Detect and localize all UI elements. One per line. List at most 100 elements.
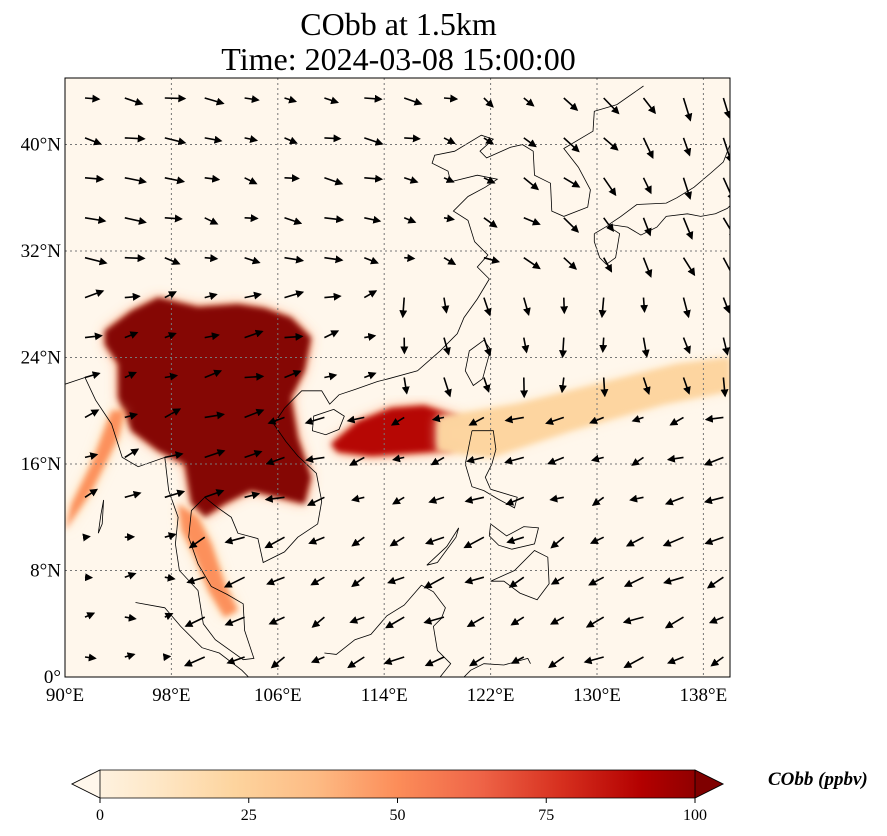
wind-vector xyxy=(463,536,485,549)
wind-vector xyxy=(306,496,325,506)
coastline-visayas xyxy=(488,523,540,550)
wind-vector xyxy=(603,177,617,197)
wind-vector xyxy=(483,256,501,264)
wind-vector xyxy=(364,256,379,265)
wind-vector xyxy=(184,616,206,627)
wind-vector xyxy=(563,97,579,111)
lon-tick-label: 122°E xyxy=(467,685,515,706)
wind-vector xyxy=(84,371,101,380)
wind-vector xyxy=(631,415,644,423)
wind-vector xyxy=(590,454,604,463)
wind-vector xyxy=(364,94,383,103)
wind-vector xyxy=(204,332,220,341)
wind-vector xyxy=(349,616,365,624)
wind-vector xyxy=(549,616,565,625)
wind-vector xyxy=(401,377,410,395)
colorbar-tick-label: 100 xyxy=(683,807,707,824)
wind-vector xyxy=(443,377,452,398)
wind-vector xyxy=(82,533,91,542)
wind-vector xyxy=(548,656,565,669)
wind-vector xyxy=(722,97,730,120)
wind-vector xyxy=(84,256,108,266)
wind-vector xyxy=(244,214,259,223)
wind-vector xyxy=(623,656,644,668)
wind-vector xyxy=(385,616,405,629)
wind-vector xyxy=(304,416,325,425)
wind-vector xyxy=(84,409,100,419)
colorbar-tick-label: 0 xyxy=(96,807,104,824)
wind-vector xyxy=(244,491,261,500)
wind-vector xyxy=(244,329,264,339)
wind-vector xyxy=(443,257,457,266)
wind-vector xyxy=(443,94,459,103)
wind-vector xyxy=(244,95,260,104)
wind-vector xyxy=(559,337,567,359)
wind-vector xyxy=(264,494,285,503)
wind-vector xyxy=(324,372,338,381)
wind-vector xyxy=(164,214,183,223)
wind-vector xyxy=(583,656,604,665)
wind-vector xyxy=(84,653,97,662)
wind-vector xyxy=(623,576,644,587)
wind-vector xyxy=(682,377,691,395)
wind-vector xyxy=(722,177,730,202)
wind-vector xyxy=(464,495,485,504)
wind-vector xyxy=(642,257,653,278)
wind-vector xyxy=(662,536,684,547)
wind-vector xyxy=(642,217,652,237)
wind-vector xyxy=(466,616,485,627)
wind-vector xyxy=(324,292,342,301)
wind-vector xyxy=(84,332,103,341)
wind-vector xyxy=(164,408,182,419)
wind-vector xyxy=(164,372,179,381)
lat-tick-label: 24°N xyxy=(21,348,62,369)
wind-vector xyxy=(364,215,382,224)
wind-vector xyxy=(682,297,691,319)
wind-vector xyxy=(598,297,607,319)
wind-vector xyxy=(560,297,569,315)
coastline-hainan xyxy=(311,409,345,436)
lon-tick-label: 114°E xyxy=(361,685,408,706)
wind-vector xyxy=(682,137,692,157)
wind-vector xyxy=(124,254,146,263)
wind-vector xyxy=(523,137,537,148)
colorbar-extend-min xyxy=(71,769,101,799)
wind-vector xyxy=(588,576,605,586)
wind-vector xyxy=(441,297,450,314)
wind-vector xyxy=(642,137,654,160)
wind-vector xyxy=(469,656,485,667)
wind-vector xyxy=(622,616,644,625)
wind-vector xyxy=(629,494,644,503)
wind-vector xyxy=(266,576,285,586)
plume-bay-of-bengal-arm xyxy=(65,410,125,531)
wind-vector xyxy=(124,613,137,622)
wind-vector xyxy=(84,94,101,103)
wind-vector xyxy=(364,174,384,183)
wind-vector xyxy=(204,411,225,420)
wind-vector xyxy=(505,496,525,506)
wind-vector xyxy=(268,616,285,625)
wind-vector xyxy=(124,412,139,420)
colorbar-tick-label: 75 xyxy=(538,807,554,824)
wind-vector xyxy=(164,94,187,103)
wind-vector xyxy=(667,656,684,665)
wind-vector xyxy=(188,536,206,549)
wind-vector xyxy=(550,536,565,549)
wind-vector xyxy=(363,290,378,299)
wind-vector xyxy=(324,177,344,186)
wind-vector xyxy=(483,297,492,317)
wind-vector xyxy=(403,97,423,106)
wind-vector xyxy=(164,573,176,582)
wind-vector xyxy=(390,416,405,426)
wind-vector xyxy=(84,216,107,224)
wind-vector xyxy=(468,416,485,426)
wind-vector xyxy=(642,377,651,396)
plume-east-pacific-tail xyxy=(437,357,730,458)
coastline-sumatra xyxy=(135,602,249,677)
wind-vector xyxy=(124,448,140,459)
wind-vector xyxy=(710,656,724,667)
wind-vector xyxy=(164,256,181,265)
map-subtitle-time: Time: 2024-03-08 15:00:00 xyxy=(221,41,576,77)
wind-vector xyxy=(186,576,205,585)
